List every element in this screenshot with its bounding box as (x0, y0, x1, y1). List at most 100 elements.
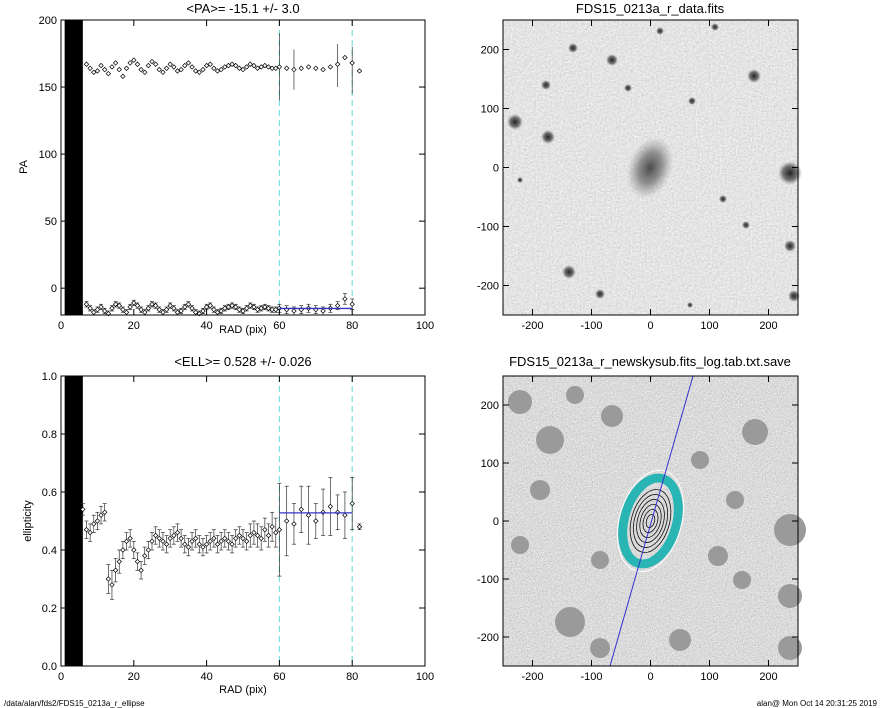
y-tick-label: 200 (481, 45, 499, 57)
data-point (112, 567, 119, 573)
data-point (145, 62, 152, 69)
mask (691, 451, 709, 469)
model-image-ticks: -200 -100 0 100 200 -200 -100 0 100 200 (477, 376, 798, 683)
x-tick-label: 0 (58, 671, 64, 683)
data-point (273, 65, 279, 71)
data-point (222, 64, 228, 70)
data-point (222, 305, 228, 311)
data-point (200, 66, 206, 73)
data-point (149, 58, 155, 65)
data-point (138, 567, 144, 573)
data-point (214, 68, 221, 74)
ell-title: <ELL>= 0.528 +/- 0.026 (174, 354, 311, 369)
data-point (149, 538, 155, 544)
data-point (174, 68, 181, 74)
isophote-contour (642, 508, 659, 534)
data-point (218, 538, 224, 544)
mask (708, 546, 728, 566)
x-tick-label: 20 (128, 320, 140, 332)
data-point (222, 535, 228, 542)
data-point (313, 65, 319, 71)
isophote-ellipses (616, 469, 685, 573)
star (541, 130, 555, 144)
data-point (123, 309, 130, 316)
data-point (265, 64, 272, 70)
data-point (236, 65, 243, 71)
pa-title: <PA>= -15.1 +/- 3.0 (186, 1, 299, 16)
masked-inner-region (64, 376, 83, 666)
star (719, 195, 727, 203)
data-point (178, 308, 184, 314)
data-point (167, 302, 173, 309)
data-point (243, 538, 250, 544)
data-point (262, 62, 268, 69)
mask (774, 514, 806, 546)
data-point (87, 305, 93, 311)
data-point (305, 512, 312, 518)
y-tick-label: 1.0 (42, 371, 57, 383)
star (507, 114, 523, 130)
data-point (240, 66, 246, 73)
x-tick-label: 60 (273, 320, 285, 332)
data-point (87, 529, 93, 536)
isophote-contour (632, 494, 669, 548)
data-point (247, 532, 253, 539)
data-point (276, 527, 283, 533)
data-point (283, 65, 290, 71)
data-point (178, 66, 184, 73)
star (747, 69, 761, 83)
y-tick-label: -200 (477, 281, 499, 293)
data-point (254, 532, 261, 539)
data-point (251, 62, 257, 69)
data-point (109, 64, 115, 70)
data-point (258, 535, 264, 542)
data-point (269, 524, 275, 530)
data-point (127, 535, 133, 542)
data-point (123, 538, 130, 544)
data-point (116, 302, 122, 309)
data-point (214, 541, 221, 547)
data-point (196, 541, 203, 547)
data-point (101, 66, 108, 73)
mask (778, 584, 802, 608)
pa-x-ticks: 0 20 40 60 80 100 (58, 20, 434, 332)
data-point (225, 538, 232, 544)
data-point (160, 538, 166, 544)
y-tick-label: 0 (493, 516, 499, 528)
isophote-contour (645, 513, 656, 529)
x-tick-label: -200 (521, 671, 543, 683)
data-point (167, 535, 173, 542)
y-tick-label: 0.8 (42, 429, 57, 441)
data-point (327, 503, 334, 510)
star (784, 240, 796, 252)
ell-xlabel: RAD (pix) (219, 684, 267, 696)
data-point (265, 532, 272, 539)
star (606, 54, 618, 66)
x-tick-label: 80 (346, 671, 358, 683)
star (742, 221, 750, 229)
y-tick-label: 0.0 (42, 661, 57, 673)
data-point (254, 306, 261, 313)
data-point (160, 69, 166, 75)
star (568, 43, 578, 53)
mask (778, 636, 802, 660)
data-point (105, 576, 112, 582)
pa-frame (60, 19, 426, 316)
data-point (240, 535, 246, 542)
data-point (273, 529, 279, 536)
data-point (200, 544, 206, 550)
x-tick-label: 100 (416, 671, 434, 683)
star (541, 80, 551, 90)
data-point (160, 309, 166, 316)
data-point (291, 66, 297, 73)
data-point (192, 535, 199, 542)
footer-path: /data/alan/fds2/FDS15_0213a_r_ellipse (4, 699, 145, 708)
data-point (207, 302, 213, 309)
data-point (156, 535, 162, 542)
data-point (149, 301, 155, 307)
data-point (356, 68, 363, 74)
data-point (120, 73, 126, 80)
mask (726, 491, 744, 509)
star (688, 97, 696, 105)
data-point (142, 309, 148, 316)
